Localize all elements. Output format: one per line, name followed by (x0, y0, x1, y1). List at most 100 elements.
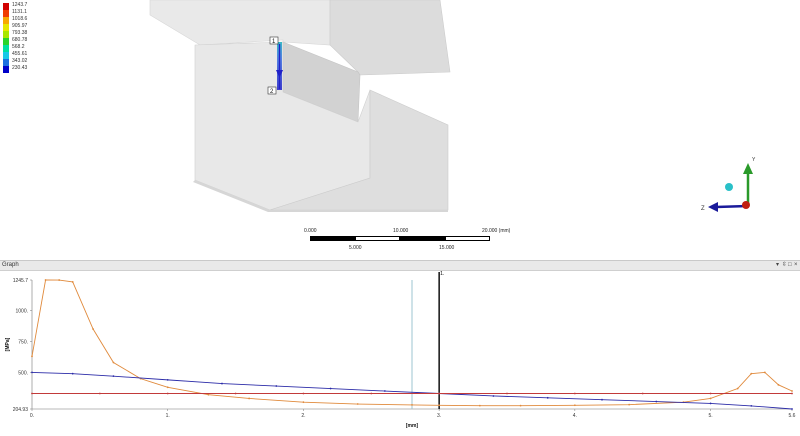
series-point (777, 383, 780, 386)
series-point (275, 385, 278, 387)
series-point (302, 392, 305, 395)
series-point (383, 390, 386, 392)
y-tick-label: 750. (18, 339, 28, 345)
series-point (112, 361, 115, 364)
probe-start-marker (269, 36, 279, 45)
legend-entry: 1018.6 (3, 16, 27, 24)
series-point (302, 401, 305, 404)
series-point (31, 392, 33, 395)
legend-value: 568.2 (12, 44, 25, 50)
series-point (628, 403, 631, 406)
series-point (763, 371, 766, 374)
series-point (478, 404, 481, 407)
series-point (750, 404, 753, 407)
series-point (411, 404, 413, 406)
series-point (791, 392, 793, 395)
panel-close-icon[interactable]: × (794, 262, 798, 268)
scale-tick-label: 10.000 (393, 228, 409, 234)
series-point (546, 396, 549, 399)
series-point (221, 382, 223, 385)
series-point (207, 393, 210, 396)
path-probe[interactable]: 1 2 (267, 36, 283, 95)
x-tick-label: 1. (166, 413, 170, 419)
scale-segment (445, 236, 490, 241)
legend-value: 793.38 (12, 30, 28, 36)
legend-entry: 680.78 (3, 37, 27, 45)
panel-pin-icon[interactable]: ⇳ (782, 262, 788, 268)
model-geometry[interactable]: 1 2 Y Z (0, 0, 800, 260)
panel-divider[interactable] (0, 260, 800, 261)
legend-entry: 343.02 (3, 58, 27, 66)
legend-entry: 793.38 (3, 30, 27, 38)
panel-maximize-icon[interactable]: □ (788, 262, 792, 268)
scale-segment (355, 236, 400, 241)
series-point (709, 397, 712, 400)
graph-area[interactable]: 204.93 500. 750. 1000. 1245.7 0. 1. 2. 3. 4. 5. 5.6… (0, 271, 800, 431)
x-tick-label: 5.6 (789, 413, 796, 419)
y-tick-label: 500. (18, 370, 28, 376)
y-tick-label: 204.93 (13, 407, 29, 413)
scale-tick-label: 15.000 (439, 245, 455, 251)
3d-viewport[interactable]: 1243.7 1131.1 1018.6 905.97 793.38 680.7… (0, 0, 800, 260)
probe-end-label: 2 (270, 89, 274, 95)
series-point (356, 403, 359, 405)
legend-value: 680.78 (12, 37, 28, 43)
y-axis-label: [MPa] (5, 337, 11, 351)
upper-block (149, 0, 451, 76)
legend-value: 1243.7 (12, 2, 28, 8)
x-tick-label: 5. (708, 413, 712, 419)
y-tick-label: 1245.7 (13, 278, 29, 284)
series-point (655, 400, 658, 403)
series-point (492, 395, 495, 397)
stress-path-chart[interactable]: 204.93 500. 750. 1000. 1245.7 0. 1. 2. 3. 4. 5. 5.6… (0, 271, 800, 431)
legend-value: 905.97 (12, 23, 28, 29)
graph-panel-header: Graph ▾ ⇳ □ × (0, 261, 800, 271)
series-point (573, 392, 576, 395)
series-point (31, 355, 33, 358)
graph-cursor-label: 1. (440, 271, 444, 277)
x-axis-label: [mm] (406, 423, 419, 429)
panel-menu-icon[interactable]: ▾ (776, 262, 780, 268)
series-point (641, 392, 644, 395)
series-point (329, 387, 332, 390)
series-point (44, 279, 47, 281)
legend-value: 230.43 (12, 65, 28, 71)
scale-tick-label: 20.000 (mm) (482, 228, 511, 234)
series-point (791, 408, 793, 410)
series-point (112, 375, 115, 378)
legend-value: 343.02 (12, 58, 28, 64)
series-point (98, 392, 101, 395)
series-point (166, 378, 169, 381)
series-point (166, 386, 169, 389)
series-point (438, 404, 441, 407)
x-tick-label: 3. (437, 413, 441, 419)
legend-entry: 455.61 (3, 51, 27, 59)
series-point (58, 279, 61, 281)
scale-tick-label: 0.000 (304, 228, 317, 234)
legend-value: 1131.1 (12, 9, 27, 15)
series-line (31, 371, 793, 410)
legend-entry: 568.2 (3, 44, 25, 52)
series-point (31, 371, 33, 374)
scale-tick-label: 5.000 (349, 245, 362, 251)
series-point (438, 392, 441, 395)
series-point (92, 328, 94, 330)
series-point (750, 372, 753, 375)
series-point (71, 281, 74, 283)
triad-y-label: Y (752, 157, 756, 163)
graph-panel-title: Graph (2, 262, 19, 268)
probe-end-marker (267, 86, 277, 95)
series-point (709, 402, 712, 405)
series-point (736, 387, 739, 390)
x-tick-label: 0. (30, 413, 34, 419)
series-point (166, 392, 169, 395)
series-point (709, 392, 712, 395)
y-tick-label: 1000. (15, 308, 28, 314)
scale-segment (400, 236, 445, 241)
axis-triad[interactable]: Y Z (701, 157, 756, 212)
series-point (506, 392, 508, 395)
series-point (791, 390, 793, 392)
scale-segment (310, 236, 355, 241)
series-point (519, 404, 522, 407)
series-point (573, 404, 576, 407)
